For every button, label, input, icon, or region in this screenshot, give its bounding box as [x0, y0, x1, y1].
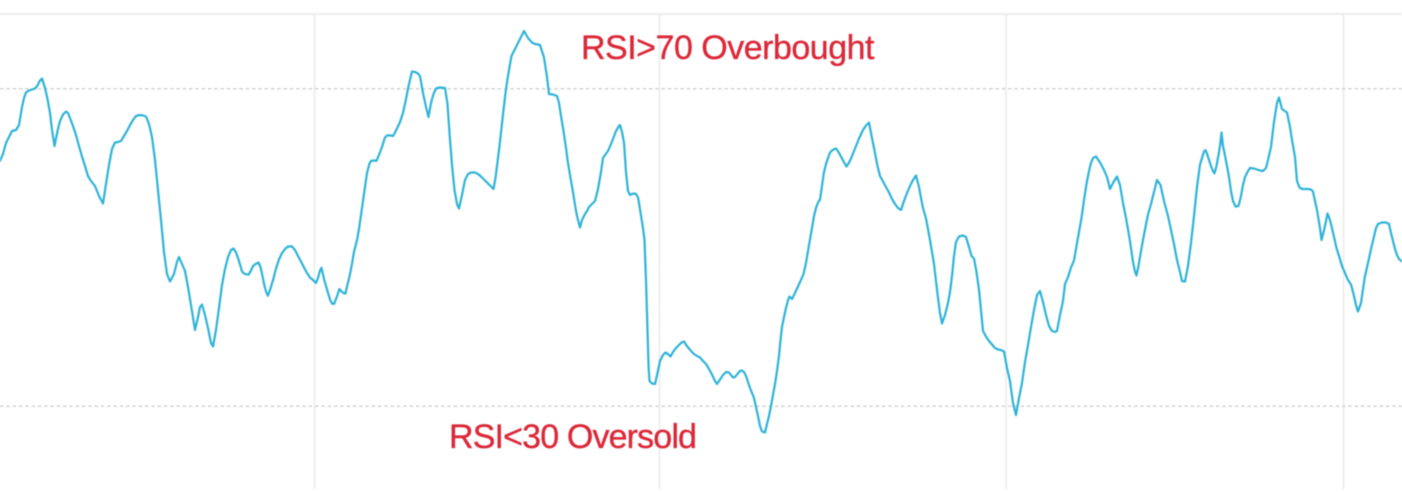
- svg-text:RSI>70 Overbought: RSI>70 Overbought: [581, 29, 875, 67]
- svg-text:RSI<30 Oversold: RSI<30 Oversold: [449, 418, 696, 456]
